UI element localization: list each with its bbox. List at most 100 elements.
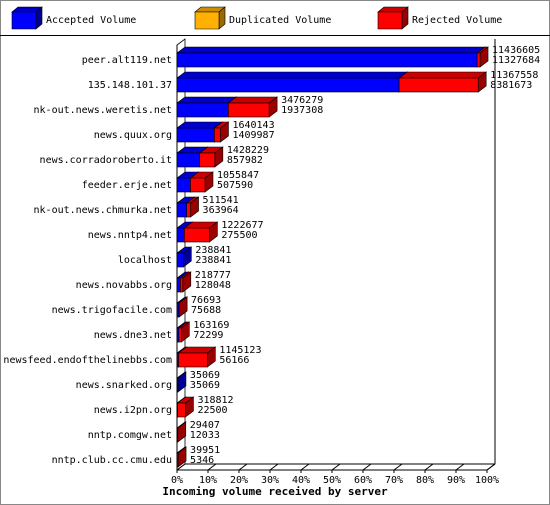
- category-label: news.novabbs.org: [76, 280, 172, 291]
- legend-swatch: [11, 6, 43, 30]
- rejected-bar: [176, 396, 195, 418]
- category-label: news.dne3.net: [94, 330, 172, 341]
- rejected-bar: [177, 346, 217, 368]
- total-label: 511541: [203, 195, 239, 206]
- tick-mark: [207, 463, 217, 471]
- tick-mark: [331, 463, 341, 471]
- x-tick-label: 90%: [447, 475, 465, 486]
- total-label: 1145123: [219, 345, 261, 356]
- x-tick-label: 80%: [416, 475, 434, 486]
- accepted-bar: [176, 246, 193, 268]
- x-axis-title: Incoming volume received by server: [162, 485, 388, 498]
- total-label: 29407: [190, 420, 220, 431]
- rejected-bar: [185, 196, 200, 218]
- tick-mark: [393, 463, 403, 471]
- x-tick-label: 50%: [323, 475, 341, 486]
- accepted-bar: [176, 46, 487, 68]
- tick-mark: [424, 463, 434, 471]
- total-label: 163169: [193, 320, 229, 331]
- legend-swatch: [194, 6, 226, 30]
- accepted-label: 857982: [227, 155, 263, 166]
- accepted-label: 8381673: [490, 80, 532, 91]
- rejected-bar: [176, 446, 187, 468]
- tick-mark: [238, 463, 248, 471]
- legend-swatch: [377, 6, 409, 30]
- accepted-label: 507590: [217, 180, 253, 191]
- accepted-label: 275500: [221, 230, 257, 241]
- accepted-label: 56166: [219, 355, 249, 366]
- tick-mark: [176, 463, 186, 471]
- accepted-label: 1409987: [232, 130, 274, 141]
- category-label: nk-out.news.weretis.net: [34, 105, 172, 116]
- accepted-bar: [176, 371, 187, 393]
- accepted-label: 1937308: [281, 105, 323, 116]
- category-label: news.quux.org: [94, 130, 172, 141]
- x-tick-label: 30%: [261, 475, 279, 486]
- accepted-label: 75688: [191, 305, 221, 316]
- rejected-bar: [476, 46, 489, 68]
- rejected-bar: [198, 146, 224, 168]
- rejected-bar: [213, 121, 230, 143]
- x-tick-label: 20%: [230, 475, 248, 486]
- category-label: newsfeed.endofthelinebbs.com: [3, 355, 172, 366]
- total-label: 1640143: [232, 120, 274, 131]
- category-label: nntp.club.cc.cmu.edu: [52, 455, 172, 466]
- accepted-label: 35069: [190, 380, 220, 391]
- category-label: news.snarked.org: [76, 380, 172, 391]
- legend-label: Accepted Volume: [46, 15, 136, 26]
- accepted-label: 238841: [195, 255, 231, 266]
- accepted-label: 5346: [190, 455, 214, 466]
- category-label: nk-out.news.chmurka.net: [34, 205, 172, 216]
- category-label: peer.alt119.net: [82, 55, 172, 66]
- accepted-label: 22500: [197, 405, 227, 416]
- total-label: 76693: [191, 295, 221, 306]
- rejected-bar: [178, 296, 188, 318]
- category-label: news.corradoroberto.it: [40, 155, 172, 166]
- accepted-label: 12033: [190, 430, 220, 441]
- legend-label: Rejected Volume: [412, 15, 502, 26]
- accepted-label: 363964: [203, 205, 239, 216]
- tick-mark: [269, 463, 279, 471]
- tick-mark: [455, 463, 465, 471]
- x-tick-label: 40%: [292, 475, 310, 486]
- rejected-bar: [179, 271, 192, 293]
- total-label: 11367558: [490, 70, 538, 81]
- tick-mark: [300, 463, 310, 471]
- category-label: news.nntp4.net: [88, 230, 172, 241]
- rejected-bar: [183, 221, 219, 243]
- total-label: 3476279: [281, 95, 323, 106]
- tick-mark: [486, 463, 496, 471]
- category-label: 135.148.101.37: [88, 80, 172, 91]
- legend-label: Duplicated Volume: [229, 15, 331, 26]
- x-tick-label: 0%: [171, 475, 183, 486]
- tick-mark: [362, 463, 372, 471]
- total-label: 1428229: [227, 145, 269, 156]
- total-label: 1055847: [217, 170, 259, 181]
- x-tick-label: 100%: [475, 475, 499, 486]
- rejected-bar: [178, 321, 191, 343]
- total-label: 35069: [190, 370, 220, 381]
- category-label: news.i2pn.org: [94, 405, 172, 416]
- x-tick-label: 70%: [385, 475, 403, 486]
- category-label: localhost: [118, 255, 172, 266]
- accepted-label: 11327684: [492, 55, 540, 66]
- total-label: 238841: [195, 245, 231, 256]
- rejected-bar: [227, 96, 279, 118]
- total-label: 318812: [197, 395, 233, 406]
- accepted-bar: [176, 71, 408, 93]
- total-label: 11436605: [492, 45, 540, 56]
- rejected-bar: [176, 421, 187, 443]
- x-tick-label: 10%: [199, 475, 217, 486]
- category-label: nntp.comgw.net: [88, 430, 172, 441]
- total-label: 1222677: [221, 220, 263, 231]
- accepted-label: 128048: [195, 280, 231, 291]
- category-label: feeder.erje.net: [82, 180, 172, 191]
- accepted-bar: [176, 96, 238, 118]
- rejected-bar: [398, 71, 488, 93]
- total-label: 39951: [190, 445, 220, 456]
- rejected-bar: [189, 171, 214, 193]
- accepted-label: 72299: [193, 330, 223, 341]
- total-label: 218777: [195, 270, 231, 281]
